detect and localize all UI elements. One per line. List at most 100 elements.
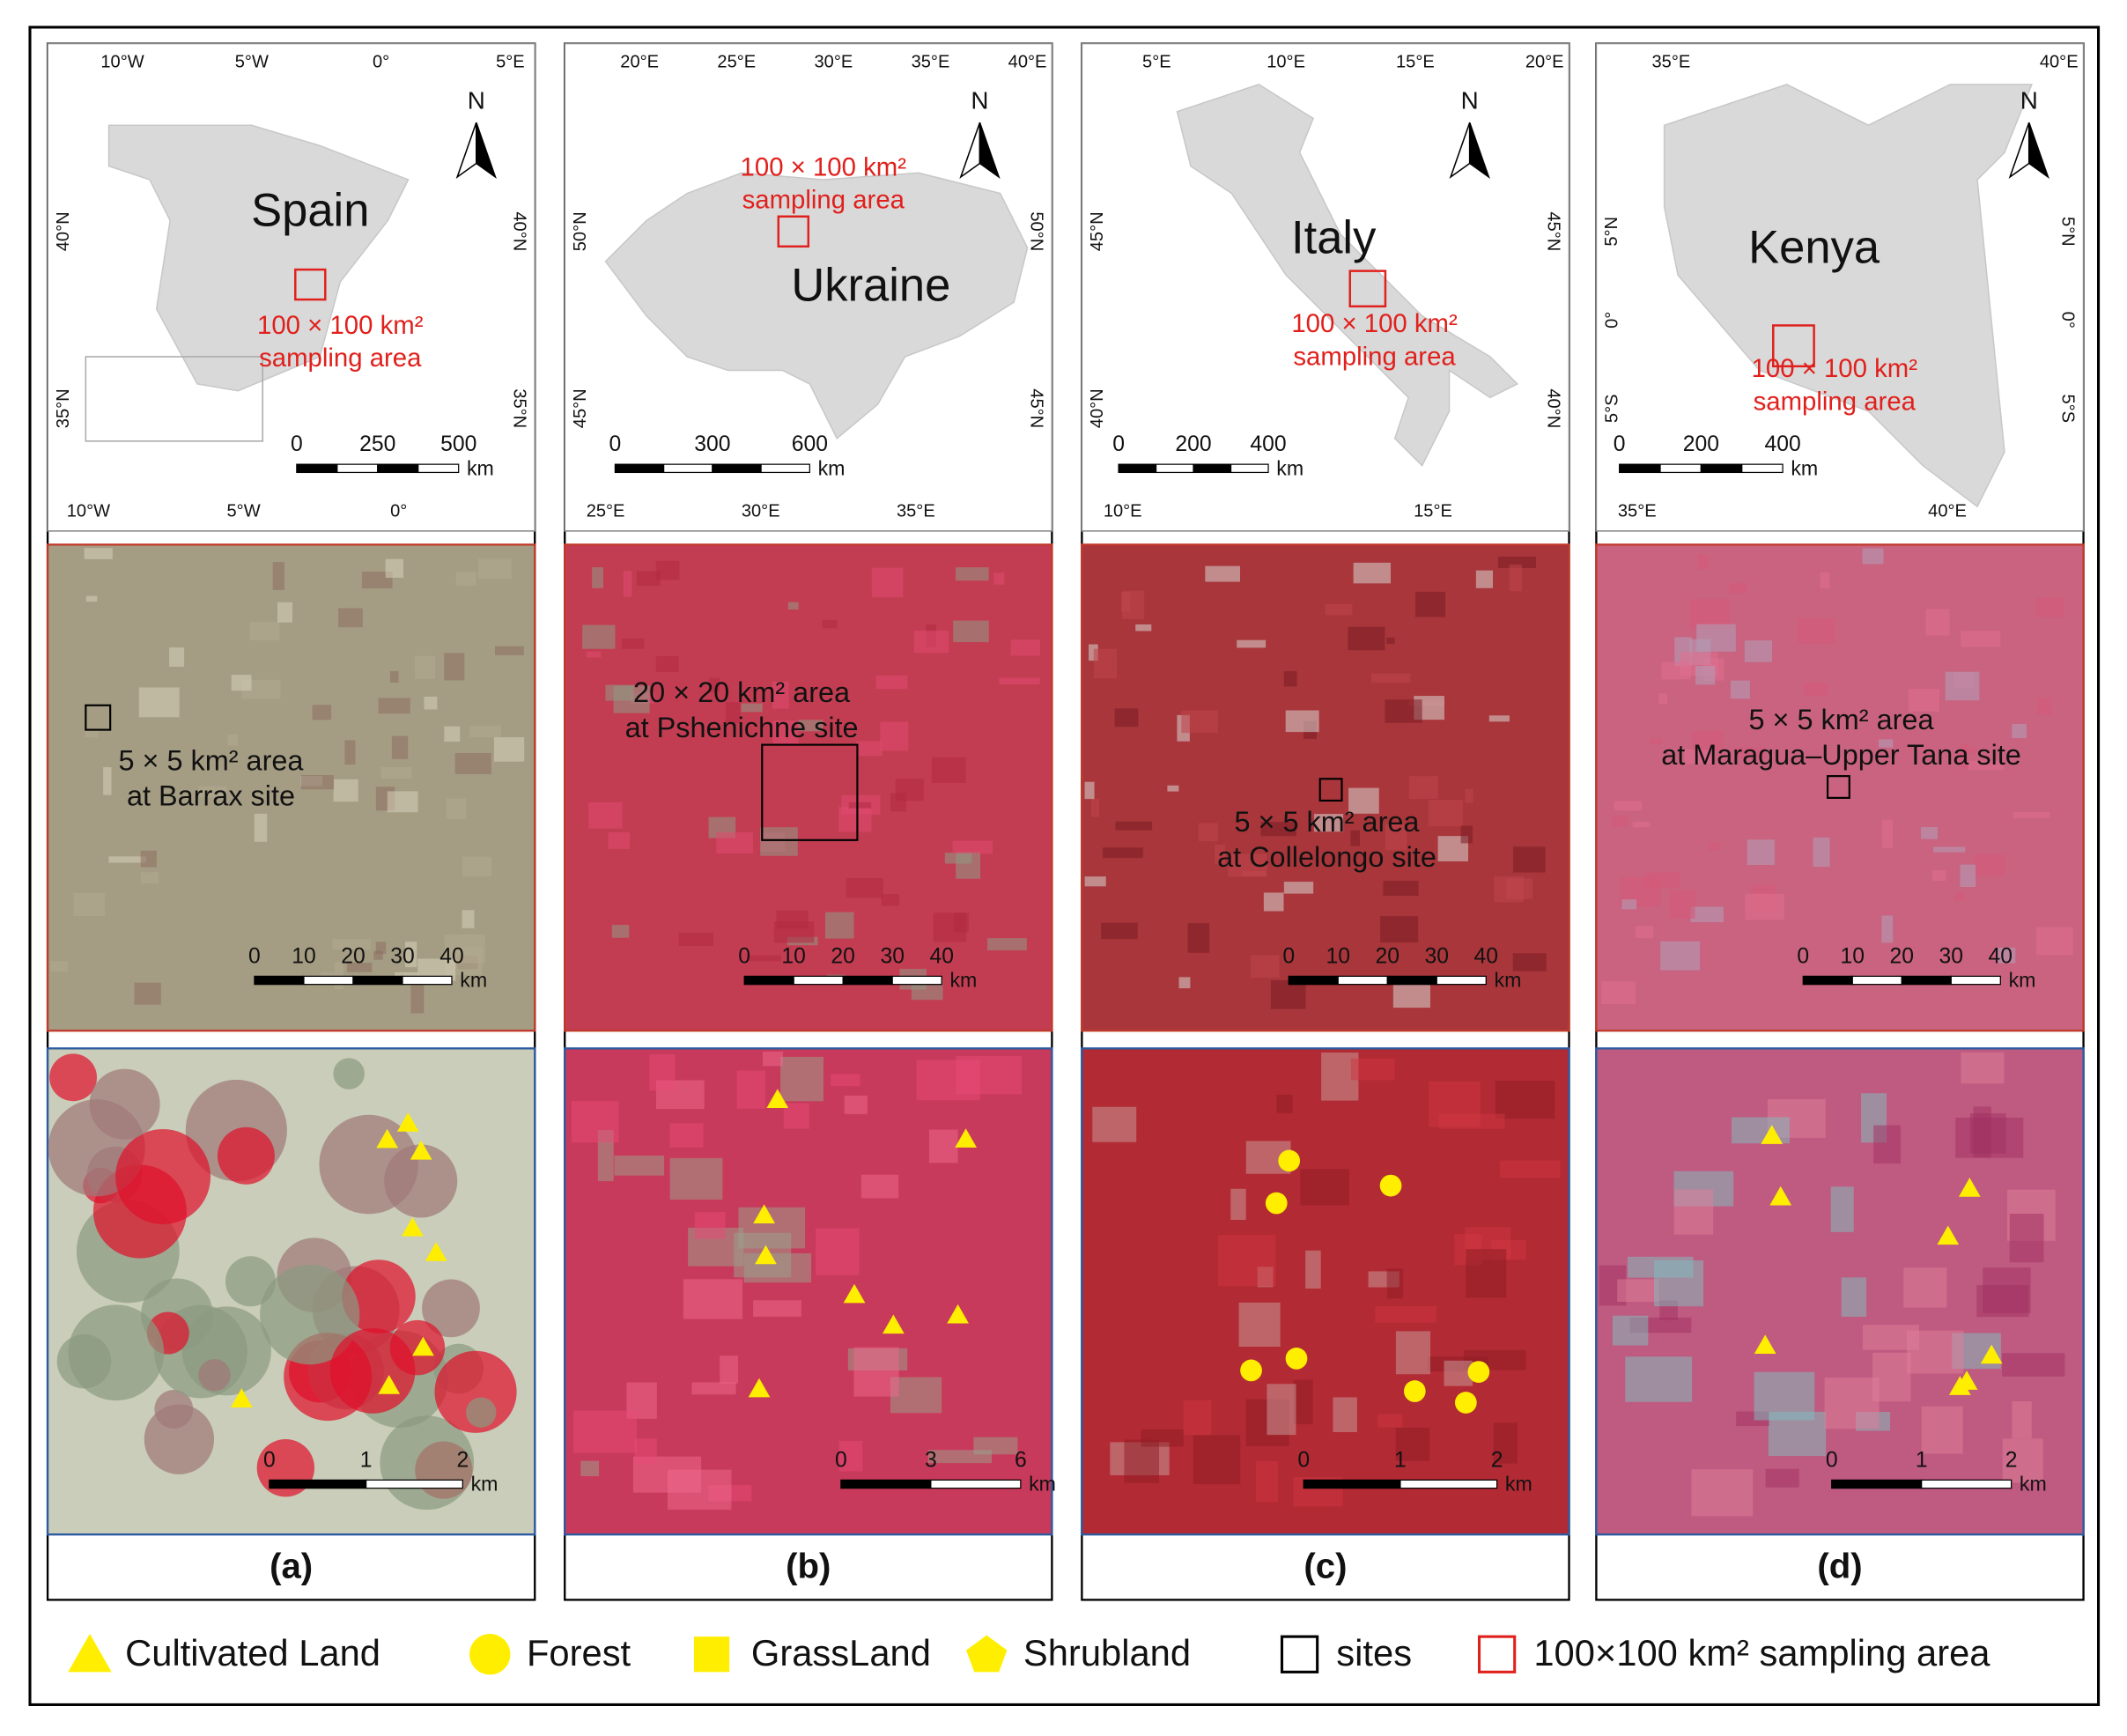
image-texture xyxy=(380,767,412,779)
sample-marker xyxy=(1467,1361,1490,1383)
sample-marker xyxy=(230,1388,253,1407)
image-texture xyxy=(140,850,157,868)
image-texture xyxy=(1813,837,1830,868)
scale-label: 6 xyxy=(1015,1448,1027,1472)
image-texture xyxy=(1181,710,1218,734)
image-texture xyxy=(655,655,679,673)
scale-label: 20 xyxy=(341,944,365,968)
country-shape xyxy=(107,124,410,392)
image-texture xyxy=(1348,787,1379,814)
image-texture xyxy=(1250,955,1280,979)
image-texture xyxy=(495,646,524,655)
image-texture xyxy=(597,1130,614,1182)
image-texture xyxy=(384,1144,458,1218)
lon-label: 25°E xyxy=(587,502,625,521)
scale-unit: km xyxy=(460,969,487,992)
image-texture xyxy=(1270,979,1306,1009)
scale-segment xyxy=(1901,975,1952,986)
image-texture xyxy=(747,955,782,962)
satellite-image xyxy=(1081,543,1570,1032)
image-texture xyxy=(332,939,371,950)
lat-label: 40°N xyxy=(1088,388,1107,428)
sample-marker xyxy=(1285,1348,1308,1370)
site-label: 5 × 5 km² area xyxy=(1234,806,1420,838)
lon-label: 10°W xyxy=(67,502,110,521)
scale-label: 0 xyxy=(248,944,261,968)
image-texture xyxy=(1932,869,1946,881)
scale-segment xyxy=(352,975,403,986)
image-texture xyxy=(1375,1305,1436,1323)
image-texture xyxy=(49,1053,98,1102)
image-texture xyxy=(493,737,525,762)
image-texture xyxy=(1214,845,1226,864)
image-texture xyxy=(1333,1397,1357,1433)
image-texture xyxy=(634,1438,657,1464)
sample-marker xyxy=(410,1140,432,1160)
image-texture xyxy=(1385,824,1407,851)
outer-frame xyxy=(28,26,2101,1706)
image-texture xyxy=(1122,590,1145,619)
image-texture xyxy=(249,622,280,640)
image-texture xyxy=(385,558,404,578)
image-texture xyxy=(1238,1302,1281,1348)
sample-marker xyxy=(412,1336,434,1356)
lat-label: 45°N xyxy=(1027,388,1046,428)
lon-label: 5°W xyxy=(235,52,269,71)
image-texture xyxy=(373,950,383,960)
image-texture xyxy=(422,1279,480,1338)
sample-marker xyxy=(1379,1174,1402,1197)
image-texture xyxy=(84,548,113,559)
image-texture xyxy=(1879,739,1894,748)
image-texture xyxy=(1690,906,1724,923)
image-texture xyxy=(1230,1188,1246,1221)
legend-label: Forest xyxy=(527,1632,631,1673)
image-texture xyxy=(1348,626,1385,651)
image-texture xyxy=(103,767,112,795)
image-texture xyxy=(68,1304,165,1401)
scale-label: 20 xyxy=(1375,944,1399,968)
image-texture xyxy=(571,1101,619,1143)
scale-label: 600 xyxy=(792,432,828,456)
image-texture xyxy=(987,938,1027,951)
sample-marker xyxy=(883,1314,905,1334)
image-texture xyxy=(1695,666,1716,685)
image-texture xyxy=(404,942,417,968)
scale-label: 10 xyxy=(292,944,315,968)
image-texture xyxy=(669,1123,704,1148)
lat-label: 40°N xyxy=(509,211,528,251)
legend-symbol xyxy=(966,1635,1008,1673)
site-box xyxy=(1318,778,1343,802)
image-texture xyxy=(454,753,491,774)
image-texture xyxy=(956,1056,1023,1095)
scale-label: 20 xyxy=(831,944,854,968)
scale-label: 400 xyxy=(1250,432,1286,456)
image-texture xyxy=(342,1260,416,1333)
image-texture xyxy=(1205,565,1241,582)
sample-marker xyxy=(1403,1380,1426,1402)
scale-label: 0 xyxy=(1826,1448,1838,1472)
sampling-label: sampling area xyxy=(742,186,905,215)
lon-label: 15°E xyxy=(1414,502,1452,521)
scale-label: 30 xyxy=(390,944,414,968)
scale-segment xyxy=(1659,463,1702,474)
image-texture xyxy=(1300,1169,1349,1206)
image-texture xyxy=(277,602,293,623)
image-texture xyxy=(1090,799,1100,817)
sample-marker xyxy=(1754,1334,1776,1355)
scale-label: 30 xyxy=(880,944,904,968)
image-texture xyxy=(389,670,399,683)
image-texture xyxy=(1495,1081,1555,1119)
image-texture xyxy=(1386,637,1395,645)
image-texture xyxy=(999,677,1040,684)
sampling-label: sampling area xyxy=(1293,342,1456,371)
image-texture xyxy=(1103,847,1143,859)
image-texture xyxy=(1921,1406,1963,1454)
image-texture xyxy=(1314,814,1344,832)
scale-label: 10 xyxy=(781,944,805,968)
image-texture xyxy=(1976,1285,2029,1318)
lon-label: 10°W xyxy=(100,52,144,71)
scale-segment xyxy=(1802,975,1853,986)
image-texture xyxy=(1084,876,1106,887)
image-texture xyxy=(1395,1331,1430,1375)
sample-marker xyxy=(766,1089,789,1109)
